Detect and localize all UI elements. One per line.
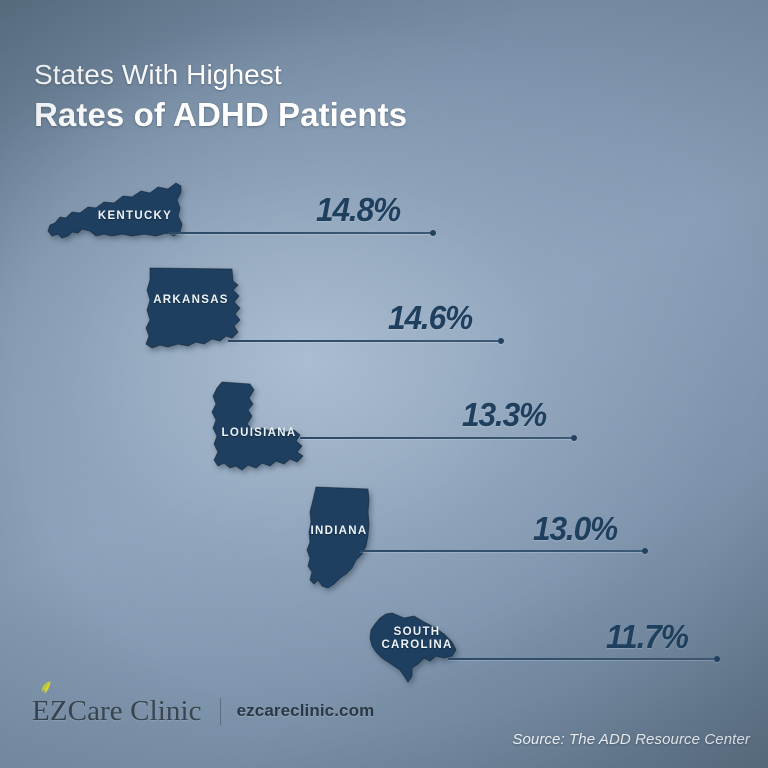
leader-dot-indiana — [642, 548, 648, 554]
source-attribution: Source: The ADD Resource Center — [512, 731, 750, 748]
leader-line-indiana — [360, 550, 646, 552]
value-kentucky: 14.8% — [316, 191, 401, 228]
value-louisiana: 13.3% — [462, 396, 547, 433]
title-line-1: States With Highest — [34, 59, 282, 90]
leader-line-louisiana — [300, 437, 575, 439]
website-link[interactable]: ezcareclinic.com — [236, 701, 375, 720]
footer-divider — [219, 697, 221, 725]
brand-lockup[interactable]: EZCare Clinic — [32, 681, 202, 727]
leader-line-kentucky — [168, 232, 434, 234]
leader-line-south-carolina — [448, 658, 718, 660]
brand-name: EZCare Clinic — [32, 695, 202, 727]
page-title: States With Highest Rates of ADHD Patien… — [34, 58, 407, 136]
value-south-carolina: 11.7% — [606, 618, 689, 655]
value-indiana: 13.0% — [533, 510, 618, 547]
leader-dot-kentucky — [430, 230, 436, 236]
title-line-2: Rates of ADHD Patients — [34, 96, 408, 133]
value-arkansas: 14.6% — [388, 299, 473, 336]
leader-dot-louisiana — [571, 435, 577, 441]
leaf-icon — [41, 681, 51, 694]
footer-branding: EZCare Clinic ezcareclinic.com — [32, 681, 375, 727]
leader-line-arkansas — [228, 340, 502, 342]
leader-dot-arkansas — [498, 338, 504, 344]
leader-dot-south-carolina — [714, 656, 720, 662]
